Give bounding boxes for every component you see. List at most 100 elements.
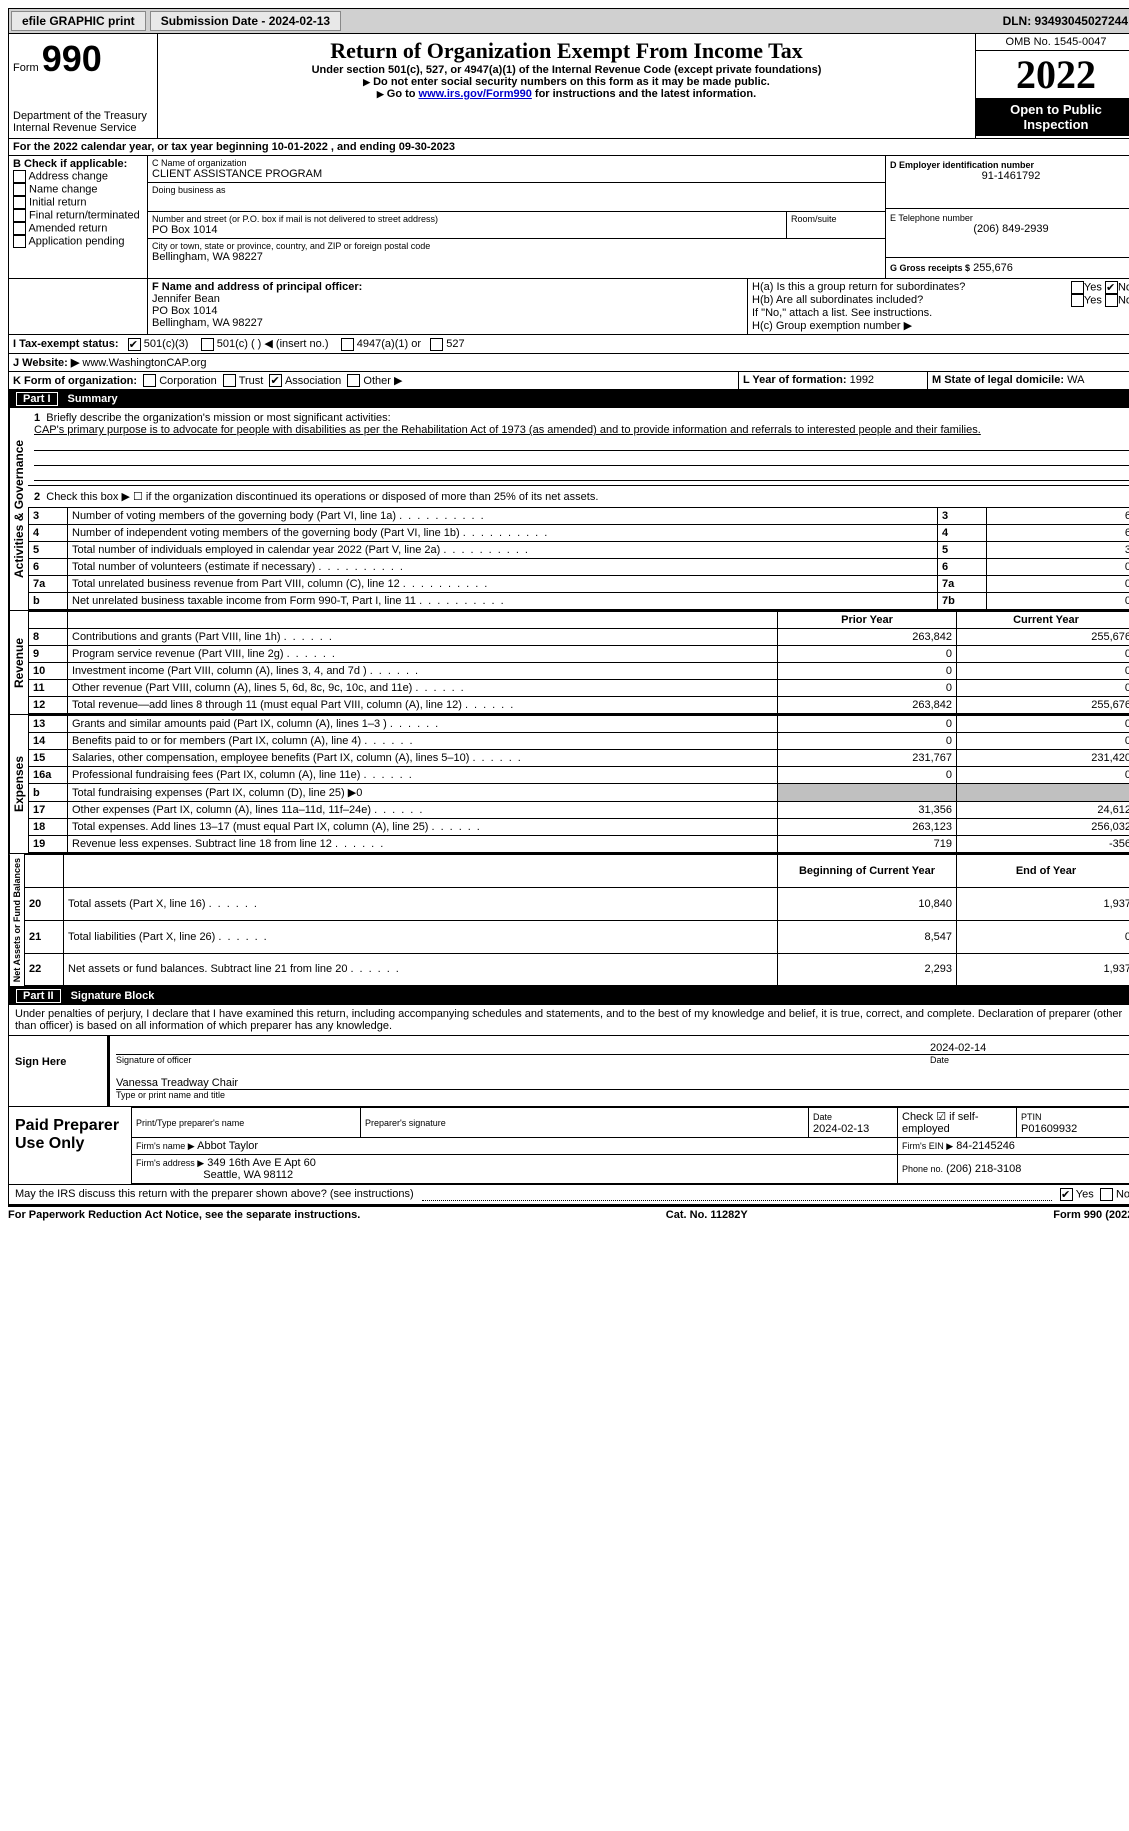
expenses-section: Expenses 13Grants and similar amounts pa… bbox=[8, 715, 1129, 854]
box-b-item: Initial return bbox=[13, 196, 143, 209]
part-ii-title: Signature Block bbox=[71, 990, 155, 1002]
form-word: Form bbox=[13, 62, 39, 74]
k-corp[interactable] bbox=[143, 374, 156, 387]
note2-post: for instructions and the latest informat… bbox=[535, 88, 756, 100]
table-row: 4Number of independent voting members of… bbox=[29, 525, 1129, 542]
check-self: Check ☑ if self-employed bbox=[898, 1108, 1017, 1138]
table-row: 5Total number of individuals employed in… bbox=[29, 542, 1129, 559]
firm-name-label: Firm's name ▶ bbox=[136, 1141, 195, 1151]
box-i: I Tax-exempt status: 501(c)(3) 501(c) ( … bbox=[8, 335, 1129, 354]
box-b-item: Address change bbox=[13, 170, 143, 183]
firm-ein: 84-2145246 bbox=[956, 1140, 1015, 1152]
k-other[interactable] bbox=[347, 374, 360, 387]
dba-label: Doing business as bbox=[152, 185, 881, 195]
addr-label: Number and street (or P.O. box if mail i… bbox=[152, 214, 782, 224]
mission-label: Briefly describe the organization's miss… bbox=[46, 412, 390, 424]
i-501c[interactable] bbox=[201, 338, 214, 351]
vlabel-net: Net Assets or Fund Balances bbox=[9, 854, 24, 986]
irs: Internal Revenue Service bbox=[13, 122, 153, 134]
net-table: Beginning of Current YearEnd of Year20To… bbox=[24, 854, 1129, 986]
firm-addr-label: Firm's address ▶ bbox=[136, 1158, 204, 1168]
sig-name-label: Type or print name and title bbox=[116, 1090, 1129, 1100]
box-g-label: G Gross receipts $ bbox=[890, 263, 970, 273]
i-501c3[interactable] bbox=[128, 338, 141, 351]
sign-here: Sign Here bbox=[9, 1036, 101, 1106]
hb-yes[interactable] bbox=[1071, 294, 1084, 307]
table-row: 17Other expenses (Part IX, column (A), l… bbox=[29, 802, 1129, 819]
ein: 91-1461792 bbox=[890, 170, 1129, 182]
officer-addr2: Bellingham, WA 98227 bbox=[152, 317, 743, 329]
room-label: Room/suite bbox=[786, 212, 885, 238]
discuss-yes[interactable] bbox=[1060, 1188, 1073, 1201]
note1: Do not enter social security numbers on … bbox=[162, 76, 971, 88]
line2-num: 2 bbox=[34, 491, 40, 503]
footer-right: Form 990 (2022) bbox=[1053, 1209, 1129, 1221]
ptin: P01609932 bbox=[1021, 1123, 1077, 1135]
table-row: 7aTotal unrelated business revenue from … bbox=[29, 576, 1129, 593]
box-d-label: D Employer identification number bbox=[890, 160, 1129, 170]
chk-address-change[interactable] bbox=[13, 170, 26, 183]
h-a: H(a) Is this a group return for subordin… bbox=[752, 281, 1071, 294]
prep-date: 2024-02-13 bbox=[813, 1123, 869, 1135]
table-row: 16aProfessional fundraising fees (Part I… bbox=[29, 767, 1129, 784]
i-4947[interactable] bbox=[341, 338, 354, 351]
efile-btn[interactable]: efile GRAPHIC print bbox=[11, 11, 146, 31]
chk-initial-return[interactable] bbox=[13, 196, 26, 209]
k-assoc[interactable] bbox=[269, 374, 282, 387]
chk-name-change[interactable] bbox=[13, 183, 26, 196]
phone: (206) 849-2939 bbox=[890, 223, 1129, 235]
discuss: May the IRS discuss this return with the… bbox=[15, 1188, 414, 1201]
firm-addr2: Seattle, WA 98112 bbox=[203, 1169, 293, 1181]
discuss-row: May the IRS discuss this return with the… bbox=[8, 1185, 1129, 1205]
chk-application-pending[interactable] bbox=[13, 235, 26, 248]
paid-label: Paid Preparer Use Only bbox=[9, 1107, 131, 1184]
table-row: 21Total liabilities (Part X, line 26) ..… bbox=[25, 920, 1129, 953]
year-formed: 1992 bbox=[850, 374, 874, 386]
line2: Check this box ▶ ☐ if the organization d… bbox=[46, 491, 598, 503]
note2-pre: Go to bbox=[377, 88, 419, 100]
mission: CAP's primary purpose is to advocate for… bbox=[34, 424, 981, 436]
gross-receipts: 255,676 bbox=[973, 262, 1013, 274]
subtitle: Under section 501(c), 527, or 4947(a)(1)… bbox=[162, 64, 971, 76]
part-i-body: Activities & Governance 1 Briefly descri… bbox=[8, 408, 1129, 611]
table-row: 6Total number of volunteers (estimate if… bbox=[29, 559, 1129, 576]
net-section: Net Assets or Fund Balances Beginning of… bbox=[8, 854, 1129, 987]
box-b-item: Final return/terminated bbox=[13, 209, 143, 222]
paid-preparer-block: Paid Preparer Use Only Print/Type prepar… bbox=[8, 1107, 1129, 1185]
box-b-item: Amended return bbox=[13, 222, 143, 235]
declaration: Under penalties of perjury, I declare th… bbox=[8, 1005, 1129, 1036]
i-527[interactable] bbox=[430, 338, 443, 351]
exp-table: 13Grants and similar amounts paid (Part … bbox=[28, 715, 1129, 853]
line-a: For the 2022 calendar year, or tax year … bbox=[8, 139, 1129, 156]
firm-ein-label: Firm's EIN ▶ bbox=[902, 1141, 953, 1151]
part-ii-num: Part II bbox=[16, 989, 61, 1003]
part-i-hdr: Part I Summary bbox=[8, 390, 1129, 408]
chk-final-return-terminated[interactable] bbox=[13, 209, 26, 222]
irs-link[interactable]: www.irs.gov/Form990 bbox=[419, 88, 532, 100]
firm-phone: (206) 218-3108 bbox=[946, 1163, 1021, 1175]
box-c-label: C Name of organization bbox=[152, 158, 881, 168]
box-b-item: Name change bbox=[13, 183, 143, 196]
table-row: 11Other revenue (Part VIII, column (A), … bbox=[29, 680, 1129, 697]
chk-amended-return[interactable] bbox=[13, 222, 26, 235]
table-header: Prior YearCurrent Year bbox=[29, 612, 1129, 629]
discuss-no[interactable] bbox=[1100, 1188, 1113, 1201]
submission-btn: Submission Date - 2024-02-13 bbox=[150, 11, 341, 31]
ha-yes[interactable] bbox=[1071, 281, 1084, 294]
inspection: Open to Public Inspection bbox=[976, 98, 1129, 136]
footer: For Paperwork Reduction Act Notice, see … bbox=[8, 1205, 1129, 1221]
hb-no[interactable] bbox=[1105, 294, 1118, 307]
domicile: WA bbox=[1067, 374, 1084, 386]
ha-no[interactable] bbox=[1105, 281, 1118, 294]
box-b-label: B Check if applicable: bbox=[13, 158, 143, 170]
table-row: 8Contributions and grants (Part VIII, li… bbox=[29, 629, 1129, 646]
table-row: 20Total assets (Part X, line 16) ......1… bbox=[25, 887, 1129, 920]
k-trust[interactable] bbox=[223, 374, 236, 387]
table-row: 22Net assets or fund balances. Subtract … bbox=[25, 953, 1129, 986]
org-name: CLIENT ASSISTANCE PROGRAM bbox=[152, 168, 881, 180]
rev-table: Prior YearCurrent Year8Contributions and… bbox=[28, 611, 1129, 714]
part-i-num: Part I bbox=[16, 392, 58, 406]
title: Return of Organization Exempt From Incom… bbox=[162, 38, 971, 64]
line1-num: 1 bbox=[34, 412, 40, 424]
table-row: 13Grants and similar amounts paid (Part … bbox=[29, 716, 1129, 733]
